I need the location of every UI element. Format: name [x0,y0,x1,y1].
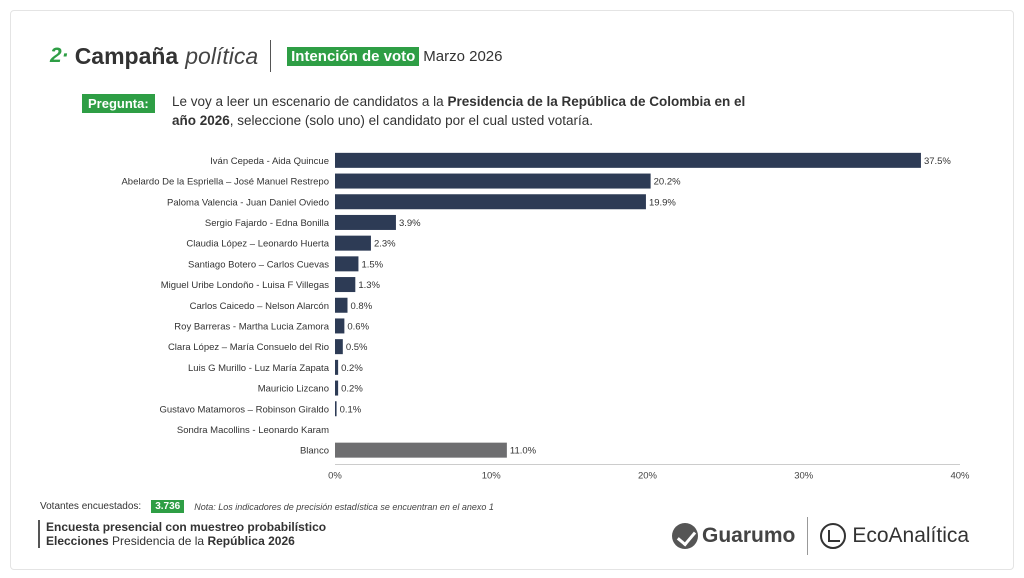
category-label: Clara López – María Consuelo del Rio [168,342,329,353]
section-subtitle: política [185,42,259,69]
precision-note: Nota: Los indicadores de precisión estad… [194,501,494,512]
bar [335,442,507,458]
bar [335,214,396,230]
category-label: Claudia López – Leonardo Huerta [186,239,329,250]
x-tick-label: 0% [328,471,342,481]
value-label: 0.5% [346,342,368,353]
guarumo-wordmark: Guarumo [702,524,796,547]
category-label: Sergio Fajardo - Edna Bonilla [205,218,330,229]
section-number: 2· [50,44,69,67]
survey-date: Marzo 2026 [423,47,503,65]
value-label: 19.9% [649,197,676,208]
value-label: 20.2% [654,177,681,188]
category-label: Miguel Uribe Londoño - Luisa F Villegas [161,280,330,291]
category-label: Sondra Macollins - Leonardo Karam [177,425,329,436]
value-label: 0.1% [340,404,362,415]
question-tag: Pregunta: [82,94,155,113]
x-tick-label: 40% [950,471,970,481]
category-label: Gustavo Matamoros – Robinson Giraldo [160,404,330,415]
category-label: Paloma Valencia - Juan Daniel Oviedo [167,197,329,208]
question-text-pre: Le voy a leer un escenario de candidatos… [172,94,448,109]
category-label: Abelardo De la Espriella – José Manuel R… [121,177,329,188]
bar [335,318,345,334]
guarumo-logo: Guarumo [672,523,795,549]
partner-logos: Guarumo EcoAnalítica [672,514,969,558]
value-label: 0.2% [341,384,363,395]
bar [335,194,646,210]
x-tick-label: 20% [638,471,658,481]
survey-method: Encuesta presencial con muestreo probabi… [46,520,327,534]
category-label: Blanco [300,446,329,457]
bar [335,297,348,313]
topic-tag: Intención de voto [287,46,420,66]
guarumo-check-icon [672,523,698,549]
category-label: Mauricio Lizcano [258,384,329,395]
bar [335,152,921,168]
bar [335,235,371,251]
value-label: 11.0% [510,446,537,457]
voters-label: Votantes encuestados: [40,501,142,512]
question-text-post: , seleccione (solo uno) el candidato por… [229,113,594,128]
survey-line-2: Elecciones Presidencia de la República 2… [46,534,326,548]
value-label: 1.5% [361,259,383,270]
bar [335,277,356,293]
bar [335,359,339,375]
logo-divider [807,517,809,555]
ecoanalitica-logo: EcoAnalítica [820,523,969,549]
value-label: 0.2% [341,363,363,374]
header-divider [270,40,272,72]
bar [335,256,359,272]
category-label: Luis G Murillo - Luz María Zapata [188,363,330,374]
category-label: Iván Cepeda - Aida Quincue [210,156,329,167]
category-label: Roy Barreras - Martha Lucia Zamora [174,321,329,332]
category-label: Carlos Caicedo – Nelson Alarcón [190,301,329,312]
question-text: Le voy a leer un escenario de candidatos… [172,92,762,130]
x-tick-label: 30% [794,471,814,481]
section-title: Campaña [74,42,179,69]
value-label: 2.3% [374,239,396,250]
survey-republic: República 2026 [207,534,295,548]
survey-presidency: Presidencia de la [108,534,208,548]
survey-line-1: Encuesta presencial con muestreo probabi… [46,520,326,534]
survey-description: Encuesta presencial con muestreo probabi… [38,520,326,548]
survey-elections: Elecciones [46,534,109,548]
value-label: 37.5% [924,156,951,167]
bar [335,380,339,396]
voters-line: Votantes encuestados: 3.736 Nota: Los in… [40,500,494,513]
ecoanalitica-wordmark: EcoAnalítica [852,524,970,547]
bar [335,339,343,355]
bar [335,401,337,417]
value-label: 1.3% [358,280,380,291]
ecoanalitica-chart-icon [820,523,847,549]
slide-frame [10,10,1014,570]
value-label: 0.8% [351,301,373,312]
value-label: 0.6% [347,321,369,332]
category-label: Santiago Botero – Carlos Cuevas [188,259,329,270]
voters-count-badge: 3.736 [151,500,185,513]
value-label: 3.9% [399,218,421,229]
bar [335,173,651,189]
x-tick-label: 10% [482,471,502,481]
slide-header: 2· Campaña política Intención de voto Ma… [50,38,503,74]
vote-intention-chart: Iván Cepeda - Aida Quincue 37.5% Abelardo … [121,152,970,481]
question-text-bold: Presidencia de la República de Colombia … [172,94,746,128]
